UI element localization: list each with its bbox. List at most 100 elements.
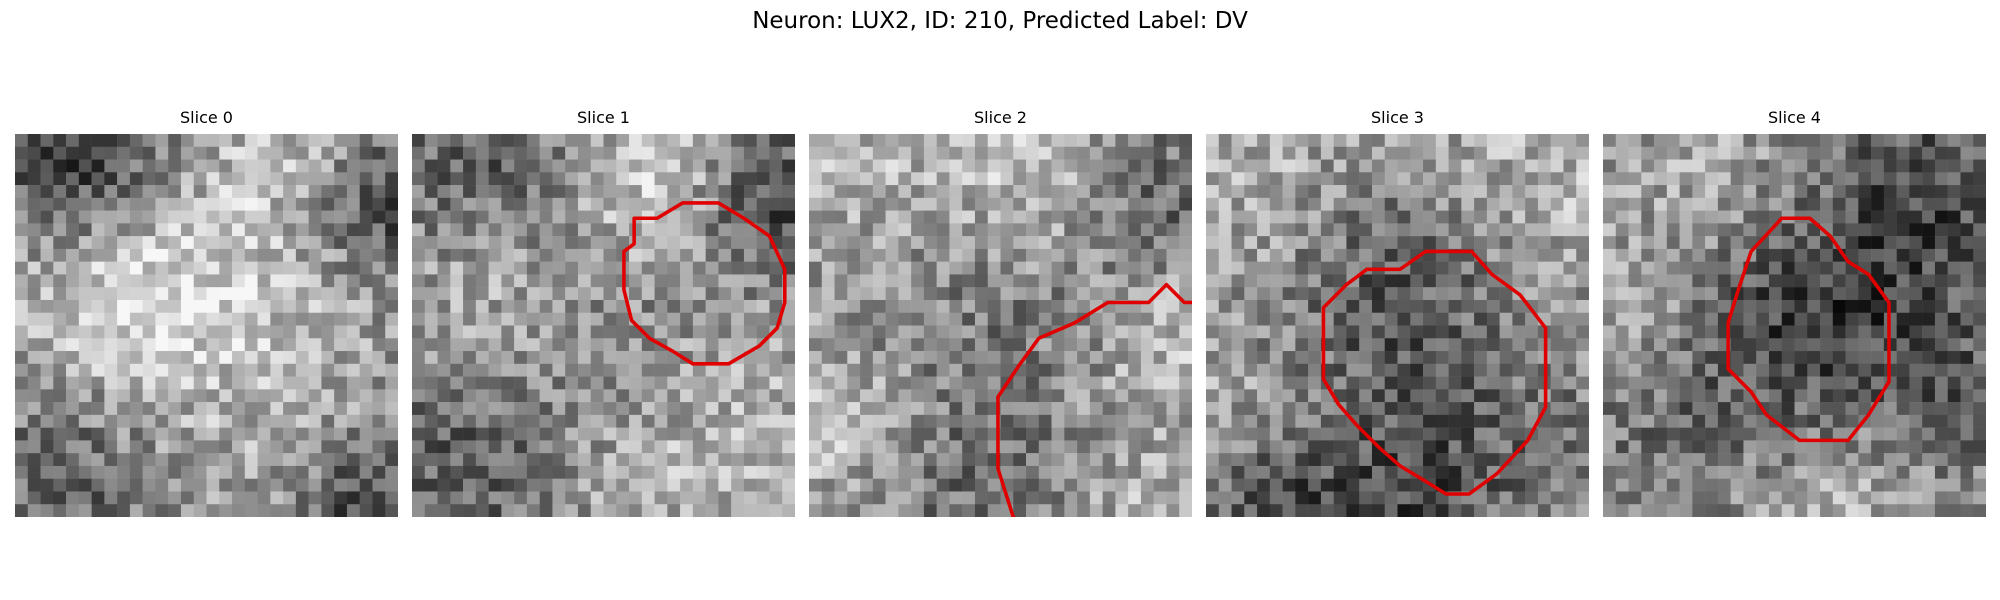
image-pixel bbox=[1461, 414, 1475, 428]
image-pixel bbox=[1947, 159, 1961, 173]
image-pixel bbox=[923, 159, 937, 173]
image-pixel bbox=[244, 197, 258, 211]
image-pixel bbox=[1730, 414, 1744, 428]
image-pixel bbox=[1410, 363, 1424, 377]
image-pixel bbox=[911, 338, 925, 352]
image-pixel bbox=[334, 146, 348, 160]
image-pixel bbox=[359, 351, 373, 365]
image-pixel bbox=[1845, 376, 1859, 390]
image-pixel bbox=[142, 338, 156, 352]
image-pixel bbox=[206, 134, 220, 148]
image-pixel bbox=[244, 172, 258, 186]
image-pixel bbox=[1896, 414, 1910, 428]
image-pixel bbox=[1537, 504, 1551, 517]
image-pixel bbox=[168, 491, 182, 505]
image-pixel bbox=[1231, 491, 1245, 505]
image-pixel bbox=[1679, 248, 1693, 262]
image-pixel bbox=[15, 389, 29, 403]
image-pixel bbox=[142, 325, 156, 339]
image-pixel bbox=[1064, 427, 1078, 441]
image-pixel bbox=[898, 248, 912, 262]
image-pixel bbox=[1883, 440, 1897, 454]
image-pixel bbox=[1692, 478, 1706, 492]
image-pixel bbox=[78, 351, 92, 365]
image-pixel bbox=[936, 236, 950, 250]
image-pixel bbox=[1896, 287, 1910, 301]
image-pixel bbox=[1679, 478, 1693, 492]
image-pixel bbox=[321, 325, 335, 339]
image-pixel bbox=[155, 210, 169, 224]
image-pixel bbox=[1333, 312, 1347, 326]
image-pixel bbox=[1705, 338, 1719, 352]
image-pixel bbox=[180, 159, 194, 173]
image-pixel bbox=[1140, 248, 1154, 262]
image-pixel bbox=[1603, 376, 1617, 390]
image-pixel bbox=[40, 363, 54, 377]
image-pixel bbox=[743, 478, 757, 492]
image-pixel bbox=[1089, 197, 1103, 211]
image-pixel bbox=[501, 159, 515, 173]
image-pixel bbox=[1717, 376, 1731, 390]
image-pixel bbox=[514, 491, 528, 505]
image-pixel bbox=[142, 402, 156, 416]
image-pixel bbox=[206, 248, 220, 262]
image-pixel bbox=[193, 146, 207, 160]
image-pixel bbox=[1308, 248, 1322, 262]
image-pixel bbox=[437, 248, 451, 262]
image-pixel bbox=[539, 248, 553, 262]
image-pixel bbox=[1922, 223, 1936, 237]
image-pixel bbox=[1654, 312, 1668, 326]
image-pixel bbox=[219, 363, 233, 377]
image-pixel bbox=[769, 172, 783, 186]
image-pixel bbox=[1486, 478, 1500, 492]
image-pixel bbox=[1051, 478, 1065, 492]
image-pixel bbox=[590, 261, 604, 275]
image-pixel bbox=[1832, 427, 1846, 441]
image-pixel bbox=[1257, 172, 1271, 186]
image-pixel bbox=[1615, 261, 1629, 275]
image-pixel bbox=[1781, 389, 1795, 403]
image-pixel bbox=[1102, 363, 1116, 377]
image-pixel bbox=[155, 236, 169, 250]
image-pixel bbox=[1717, 159, 1731, 173]
image-pixel bbox=[1179, 185, 1192, 199]
image-pixel bbox=[987, 197, 1001, 211]
image-pixel bbox=[1512, 223, 1526, 237]
image-pixel bbox=[1628, 185, 1642, 199]
image-pixel bbox=[117, 478, 131, 492]
image-pixel bbox=[1295, 134, 1309, 148]
image-pixel bbox=[1257, 414, 1271, 428]
image-pixel bbox=[15, 363, 29, 377]
image-pixel bbox=[1832, 478, 1846, 492]
image-pixel bbox=[385, 363, 398, 377]
image-pixel bbox=[731, 389, 745, 403]
image-pixel bbox=[1922, 274, 1936, 288]
image-pixel bbox=[488, 389, 502, 403]
image-pixel bbox=[53, 287, 67, 301]
image-pixel bbox=[1705, 223, 1719, 237]
image-pixel bbox=[1308, 185, 1322, 199]
image-pixel bbox=[501, 299, 515, 313]
image-pixel bbox=[1000, 363, 1014, 377]
image-pixel bbox=[1960, 440, 1974, 454]
image-pixel bbox=[1000, 465, 1014, 479]
image-pixel bbox=[1140, 274, 1154, 288]
image-pixel bbox=[1973, 236, 1986, 250]
image-pixel bbox=[1140, 261, 1154, 275]
image-pixel bbox=[1077, 287, 1091, 301]
image-pixel bbox=[1922, 414, 1936, 428]
image-pixel bbox=[206, 465, 220, 479]
image-pixel bbox=[155, 261, 169, 275]
image-pixel bbox=[1654, 172, 1668, 186]
image-pixel bbox=[1537, 274, 1551, 288]
image-pixel bbox=[1423, 402, 1437, 416]
image-pixel bbox=[232, 312, 246, 326]
image-pixel bbox=[1461, 453, 1475, 467]
image-pixel bbox=[1231, 299, 1245, 313]
image-pixel bbox=[756, 504, 770, 517]
image-pixel bbox=[718, 185, 732, 199]
image-pixel bbox=[667, 440, 681, 454]
image-pixel bbox=[1871, 325, 1885, 339]
image-pixel bbox=[577, 363, 591, 377]
image-pixel bbox=[1179, 414, 1192, 428]
